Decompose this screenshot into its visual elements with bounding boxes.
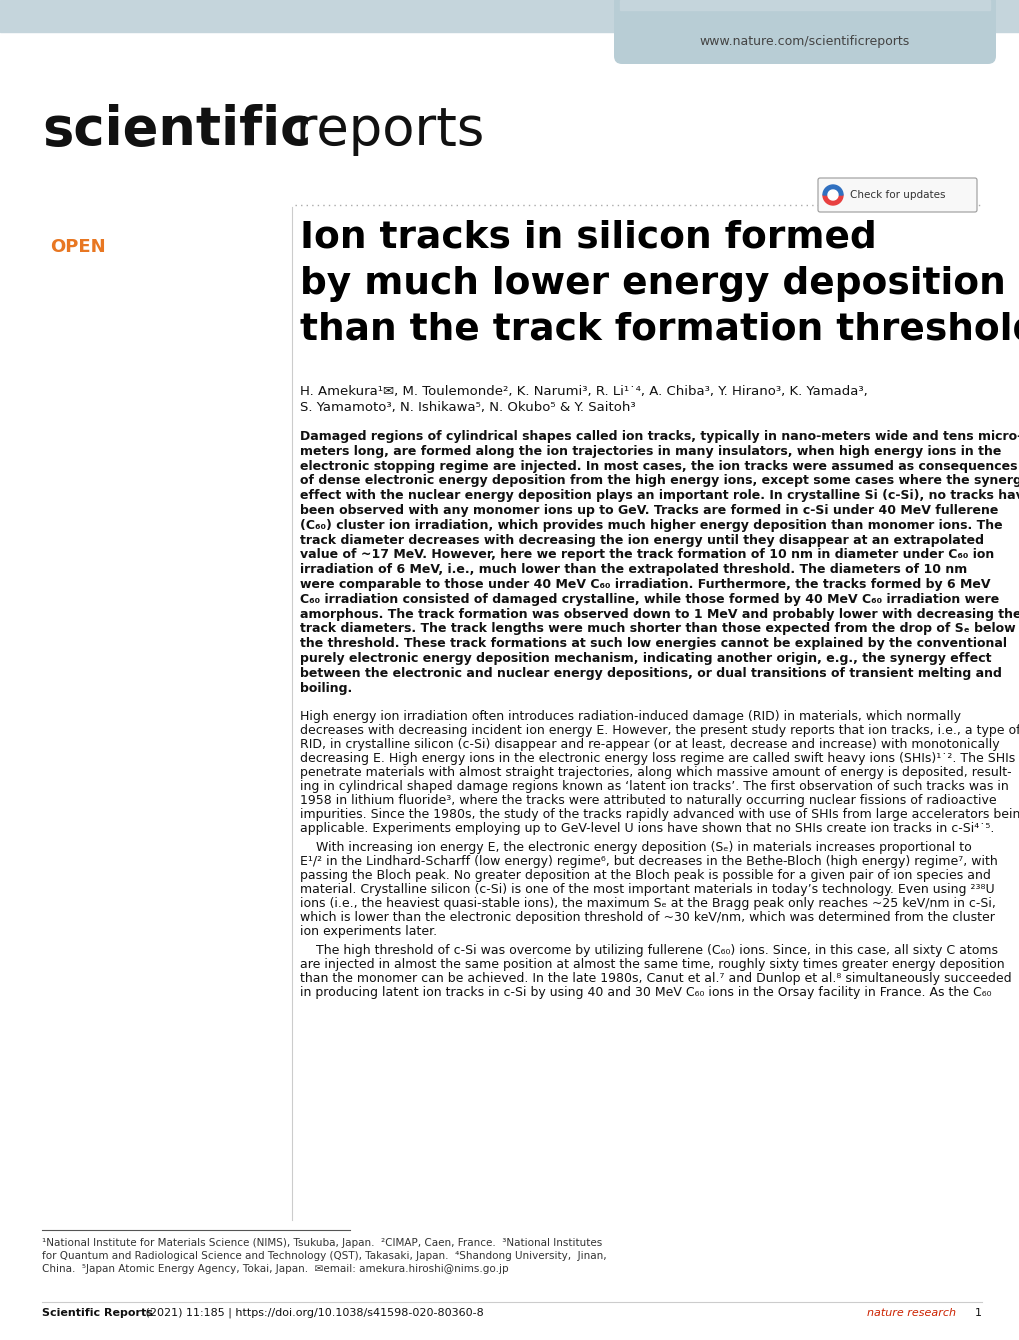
Text: by much lower energy deposition: by much lower energy deposition: [300, 267, 1005, 302]
Text: electronic stopping regime are injected. In most cases, the ion tracks were assu: electronic stopping regime are injected.…: [300, 460, 1017, 473]
Text: H. Amekura¹✉, M. Toulemonde², K. Narumi³, R. Li¹˙⁴, A. Chiba³, Y. Hirano³, K. Ya: H. Amekura¹✉, M. Toulemonde², K. Narumi³…: [300, 385, 867, 398]
Text: 1: 1: [974, 1308, 981, 1319]
Text: purely electronic energy deposition mechanism, indicating another origin, e.g., : purely electronic energy deposition mech…: [300, 653, 990, 665]
Text: in producing latent ion tracks in c-Si by using 40 and 30 MeV C₆₀ ions in the Or: in producing latent ion tracks in c-Si b…: [300, 986, 990, 1000]
Bar: [620, 0, 989, 9]
Text: track diameter decreases with decreasing the ion energy until they disappear at : track diameter decreases with decreasing…: [300, 533, 983, 547]
Text: amorphous. The track formation was observed down to 1 MeV and probably lower wit: amorphous. The track formation was obser…: [300, 607, 1019, 620]
Text: value of ~17 MeV. However, here we report the track formation of 10 nm in diamet: value of ~17 MeV. However, here we repor…: [300, 548, 994, 561]
Text: www.nature.com/scientificreports: www.nature.com/scientificreports: [699, 35, 909, 48]
Text: material. Crystalline silicon (c-Si) is one of the most important materials in t: material. Crystalline silicon (c-Si) is …: [300, 883, 994, 896]
Wedge shape: [827, 190, 838, 200]
Text: irradiation of 6 MeV, i.e., much lower than the extrapolated threshold. The diam: irradiation of 6 MeV, i.e., much lower t…: [300, 563, 966, 576]
Text: High energy ion irradiation often introduces radiation-induced damage (RID) in m: High energy ion irradiation often introd…: [300, 710, 960, 724]
Text: nature research: nature research: [866, 1308, 955, 1319]
Text: penetrate materials with almost straight trajectories, along which massive amoun: penetrate materials with almost straight…: [300, 766, 1011, 779]
Bar: [0, 0, 1019, 32]
Text: scientific: scientific: [42, 105, 311, 155]
Text: which is lower than the electronic deposition threshold of ~30 keV/nm, which was: which is lower than the electronic depos…: [300, 911, 994, 925]
FancyBboxPatch shape: [817, 178, 976, 212]
Text: Scientific Reports: Scientific Reports: [42, 1308, 153, 1319]
Text: boiling.: boiling.: [300, 682, 352, 694]
Text: ion experiments later.: ion experiments later.: [300, 925, 437, 938]
Text: of dense electronic energy deposition from the high energy ions, except some cas: of dense electronic energy deposition fr…: [300, 474, 1019, 488]
Text: Check for updates: Check for updates: [849, 190, 945, 200]
Text: OPEN: OPEN: [50, 239, 106, 256]
Text: track diameters. The track lengths were much shorter than those expected from th: track diameters. The track lengths were …: [300, 622, 1015, 635]
Text: applicable. Experiments employing up to GeV-level U ions have shown that no SHIs: applicable. Experiments employing up to …: [300, 821, 994, 835]
Text: RID, in crystalline silicon (c-Si) disappear and re-appear (or at least, decreas: RID, in crystalline silicon (c-Si) disap…: [300, 738, 999, 750]
Text: been observed with any monomer ions up to GeV. Tracks are formed in c-Si under 4: been observed with any monomer ions up t…: [300, 504, 998, 517]
Text: were comparable to those under 40 MeV C₆₀ irradiation. Furthermore, the tracks f: were comparable to those under 40 MeV C₆…: [300, 578, 989, 591]
Text: Ion tracks in silicon formed: Ion tracks in silicon formed: [300, 220, 876, 256]
Text: With increasing ion energy E, the electronic energy deposition (Sₑ) in materials: With increasing ion energy E, the electr…: [300, 842, 971, 854]
Text: than the monomer can be achieved. In the late 1980s, Canut et al.⁷ and Dunlop et: than the monomer can be achieved. In the…: [300, 972, 1011, 985]
Text: between the electronic and nuclear energy depositions, or dual transitions of tr: between the electronic and nuclear energ…: [300, 667, 1001, 679]
Text: impurities. Since the 1980s, the study of the tracks rapidly advanced with use o: impurities. Since the 1980s, the study o…: [300, 808, 1019, 821]
Text: China.  ⁵Japan Atomic Energy Agency, Tokai, Japan.  ✉email: amekura.hiroshi@nims: China. ⁵Japan Atomic Energy Agency, Toka…: [42, 1264, 508, 1274]
Text: decreasing E. High energy ions in the electronic energy loss regime are called s: decreasing E. High energy ions in the el…: [300, 752, 1014, 765]
Text: C₆₀ irradiation consisted of damaged crystalline, while those formed by 40 MeV C: C₆₀ irradiation consisted of damaged cry…: [300, 592, 999, 606]
Text: 1958 in lithium fluoride³, where the tracks were attributed to naturally occurri: 1958 in lithium fluoride³, where the tra…: [300, 795, 996, 807]
Text: ¹National Institute for Materials Science (NIMS), Tsukuba, Japan.  ²CIMAP, Caen,: ¹National Institute for Materials Scienc…: [42, 1238, 601, 1248]
Text: for Quantum and Radiological Science and Technology (QST), Takasaki, Japan.  ⁴Sh: for Quantum and Radiological Science and…: [42, 1252, 606, 1261]
Wedge shape: [822, 196, 842, 205]
Text: S. Yamamoto³, N. Ishikawa⁵, N. Okubo⁵ & Y. Saitoh³: S. Yamamoto³, N. Ishikawa⁵, N. Okubo⁵ & …: [300, 401, 635, 414]
Wedge shape: [822, 185, 842, 196]
Text: than the track formation threshold: than the track formation threshold: [300, 312, 1019, 348]
Text: effect with the nuclear energy deposition plays an important role. In crystallin: effect with the nuclear energy depositio…: [300, 489, 1019, 502]
FancyBboxPatch shape: [613, 0, 995, 64]
Text: the threshold. These track formations at such low energies cannot be explained b: the threshold. These track formations at…: [300, 638, 1006, 650]
Text: are injected in almost the same position at almost the same time, roughly sixty : are injected in almost the same position…: [300, 958, 1004, 971]
Text: decreases with decreasing incident ion energy E. However, the present study repo: decreases with decreasing incident ion e…: [300, 724, 1019, 737]
Text: The high threshold of c-Si was overcome by utilizing fullerene (C₆₀) ions. Since: The high threshold of c-Si was overcome …: [300, 943, 997, 957]
Text: ions (i.e., the heaviest quasi-stable ions), the maximum Sₑ at the Bragg peak on: ions (i.e., the heaviest quasi-stable io…: [300, 896, 995, 910]
Text: reports: reports: [279, 105, 484, 155]
Text: (C₆₀) cluster ion irradiation, which provides much higher energy deposition than: (C₆₀) cluster ion irradiation, which pro…: [300, 519, 1002, 532]
Text: passing the Bloch peak. No greater deposition at the Bloch peak is possible for : passing the Bloch peak. No greater depos…: [300, 870, 989, 882]
Text: ing in cylindrical shaped damage regions known as ‘latent ion tracks’. The first: ing in cylindrical shaped damage regions…: [300, 780, 1008, 793]
Text: meters long, are formed along the ion trajectories in many insulators, when high: meters long, are formed along the ion tr…: [300, 445, 1001, 458]
Text: (2021) 11:185 | https://doi.org/10.1038/s41598-020-80360-8: (2021) 11:185 | https://doi.org/10.1038/…: [142, 1308, 483, 1319]
Text: E¹/² in the Lindhard-Scharff (low energy) regime⁶, but decreases in the Bethe-Bl: E¹/² in the Lindhard-Scharff (low energy…: [300, 855, 997, 868]
Text: Damaged regions of cylindrical shapes called ion tracks, typically in nano-meter: Damaged regions of cylindrical shapes ca…: [300, 430, 1019, 444]
